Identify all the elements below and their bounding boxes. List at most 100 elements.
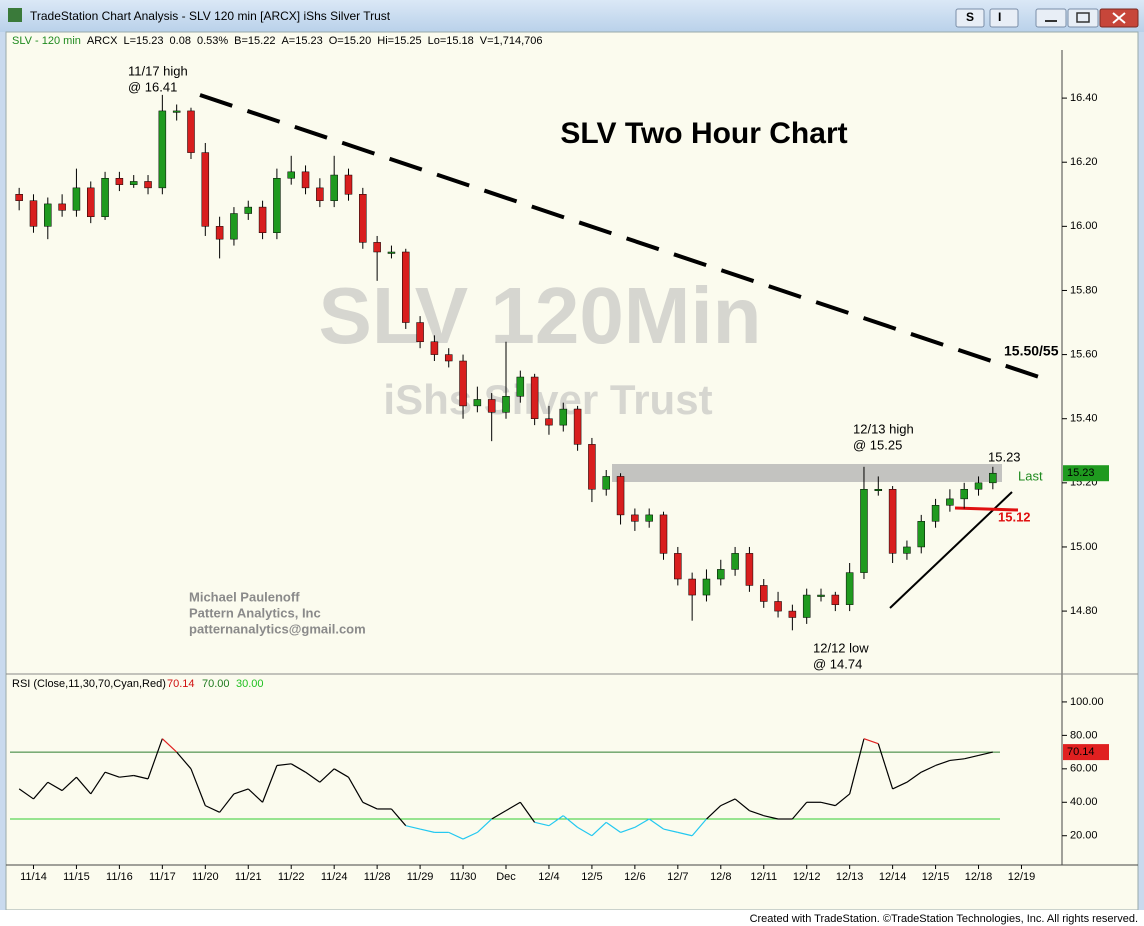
candle-body xyxy=(444,354,453,362)
candle-body xyxy=(731,553,739,570)
candle-body xyxy=(989,472,997,484)
symbol-button[interactable] xyxy=(955,8,985,28)
x-tick-label: 11/17 xyxy=(149,871,176,883)
info-item: B=15.22 xyxy=(234,35,275,47)
y-tick-label: 15.80 xyxy=(1070,284,1098,296)
rsi-segment xyxy=(75,776,92,795)
maximize-button[interactable] xyxy=(1067,8,1099,28)
rsi-segment xyxy=(104,771,120,778)
insert-button[interactable] xyxy=(989,8,1019,28)
rsi-segment xyxy=(677,831,693,837)
rsi-y-tick-label: 40.00 xyxy=(1070,796,1098,808)
author-email: patternanalytics@gmail.com xyxy=(189,621,366,636)
candle-body xyxy=(717,569,725,580)
candle-body xyxy=(688,578,696,596)
rsi-segment xyxy=(820,801,836,807)
rsi-y-tick-label: 80.00 xyxy=(1070,729,1098,741)
candle-body xyxy=(115,177,124,185)
title-bar xyxy=(0,0,1144,32)
candle-body xyxy=(258,206,267,234)
rsi-segment xyxy=(720,798,736,807)
rsi-segment xyxy=(663,828,678,833)
symbol-button-label: S xyxy=(966,10,974,24)
candle-body xyxy=(387,251,396,254)
candle-body xyxy=(330,174,338,201)
minimize-button[interactable] xyxy=(1035,8,1067,28)
rsi-segment xyxy=(605,821,621,833)
candle-body xyxy=(459,360,467,407)
candle-body xyxy=(530,376,539,419)
candle-body xyxy=(745,553,754,586)
x-tick-label: 11/30 xyxy=(450,871,477,883)
info-line: SLV - 120 min ARCX L=15.23 0.08 0.53% B=15.22… xyxy=(12,35,543,47)
rsi-segment xyxy=(964,754,979,760)
annotation: @ 16.41 xyxy=(128,79,177,94)
rsi-segment xyxy=(491,810,507,820)
rsi-segment xyxy=(133,774,149,780)
info-item: SLV - 120 min xyxy=(12,35,81,47)
rsi-segment xyxy=(906,771,922,783)
rsi-segment xyxy=(290,763,306,773)
x-tick-label: 11/20 xyxy=(192,871,219,883)
rsi-segment xyxy=(791,801,808,820)
close-icon xyxy=(1112,12,1126,24)
candle-body xyxy=(602,476,610,490)
x-tick-label: 12/11 xyxy=(750,871,777,883)
candle-body xyxy=(15,194,23,201)
x-tick-label: Dec xyxy=(496,871,516,883)
info-item: 0.53% xyxy=(197,35,228,47)
x-tick-label: 12/6 xyxy=(624,871,645,883)
y-tick-label: 15.40 xyxy=(1070,413,1098,425)
candle-body xyxy=(230,213,238,240)
x-tick-label: 12/18 xyxy=(965,871,993,883)
window-title: TradeStation Chart Analysis - SLV 120 mi… xyxy=(30,9,391,23)
rsi-segment xyxy=(706,805,722,820)
annotation: Last xyxy=(1018,468,1043,483)
candle-body xyxy=(788,610,797,618)
candle-body xyxy=(187,110,195,153)
rsi-segment xyxy=(233,788,249,795)
candle-body xyxy=(759,585,768,602)
candle-body xyxy=(903,546,911,554)
candle-body xyxy=(559,408,568,426)
x-tick-label: 11/24 xyxy=(321,871,348,883)
candle-body xyxy=(44,203,52,227)
x-tick-label: 12/7 xyxy=(667,871,688,883)
candle-body xyxy=(645,514,653,522)
rsi-y-tick-label: 60.00 xyxy=(1070,763,1098,775)
rsi-segment xyxy=(505,801,521,812)
candle-body xyxy=(588,444,596,490)
annotation: 15.50/55 xyxy=(1004,343,1059,359)
rsi-segment xyxy=(333,768,349,778)
y-tick-label: 15.60 xyxy=(1070,348,1098,360)
rsi-y-tick-label: 20.00 xyxy=(1070,830,1098,842)
candle-body xyxy=(273,177,281,234)
candle-body xyxy=(573,408,582,445)
info-item: ARCX xyxy=(87,35,118,47)
candle-body xyxy=(946,498,954,506)
rsi-segment xyxy=(863,738,879,745)
x-tick-label: 11/15 xyxy=(63,871,90,883)
annotation: @ 15.25 xyxy=(853,437,902,452)
rsi-label: RSI (Close,11,30,70,Cyan,Red) xyxy=(12,678,166,690)
rsi-segment xyxy=(620,826,636,833)
x-tick-label: 12/12 xyxy=(793,871,821,883)
annotation: 15.12 xyxy=(998,509,1031,524)
candle-body xyxy=(817,594,825,597)
last-price-box xyxy=(1063,465,1109,482)
author-name: Michael Paulenoff xyxy=(189,589,300,604)
candle-body xyxy=(960,488,968,500)
candle-body xyxy=(659,514,668,554)
candle-body xyxy=(874,488,883,491)
rsi-segment xyxy=(47,781,63,792)
rsi-segment xyxy=(190,768,206,806)
rsi-segment xyxy=(276,763,292,767)
uptrend-line xyxy=(889,491,1013,609)
rsi-segment xyxy=(362,801,378,810)
y-tick-label: 14.80 xyxy=(1070,605,1098,617)
candle-body xyxy=(502,396,510,413)
rsi-segment xyxy=(18,788,34,800)
annotation: @ 14.74 xyxy=(813,656,862,671)
candle-body xyxy=(430,341,439,355)
